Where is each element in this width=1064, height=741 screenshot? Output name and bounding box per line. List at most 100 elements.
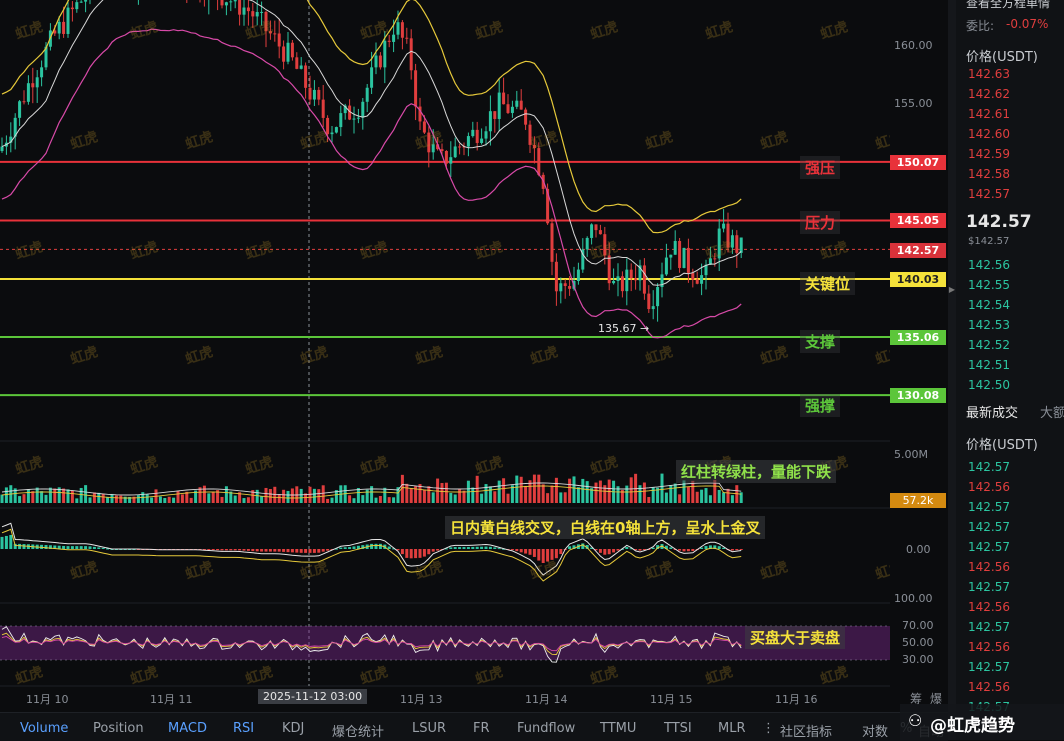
candle-body — [224, 2, 228, 6]
macd-bar — [462, 547, 466, 549]
macd-bar — [97, 547, 101, 549]
tab-mlr[interactable]: MLR — [718, 721, 746, 736]
tab-liquidation[interactable]: 爆仓统计 — [332, 725, 385, 740]
trade-price-row[interactable]: 142.57 — [968, 580, 1010, 594]
candle-body — [669, 254, 673, 258]
trade-price-row[interactable]: 142.56 — [968, 640, 1010, 654]
tab-macd[interactable]: MACD — [168, 721, 207, 736]
axis-corner-b[interactable]: 爆 — [930, 692, 943, 706]
bid-price-row[interactable]: 142.53 — [968, 318, 1010, 332]
macd-bar — [88, 546, 92, 549]
ask-price-row[interactable]: 142.59 — [968, 147, 1010, 161]
macd-bar — [295, 549, 299, 553]
trade-price-row[interactable]: 142.56 — [968, 680, 1010, 694]
bid-price-row[interactable]: 142.50 — [968, 378, 1010, 392]
trade-price-row[interactable]: 142.56 — [968, 560, 1010, 574]
trade-price-row[interactable]: 142.57 — [968, 460, 1010, 474]
tab-lsur[interactable]: LSUR — [412, 721, 447, 736]
volume-bar — [651, 487, 655, 503]
volume-bar — [180, 494, 184, 503]
tab-position[interactable]: Position — [93, 721, 144, 736]
bid-price-row[interactable]: 142.51 — [968, 358, 1010, 372]
volume-bar — [678, 494, 682, 503]
bid-price-row[interactable]: 142.52 — [968, 338, 1010, 352]
tab-rsi[interactable]: RSI — [233, 721, 255, 736]
volume-bar — [620, 490, 624, 503]
volume-bar — [581, 478, 585, 503]
tab-ttmu[interactable]: TTMU — [600, 721, 637, 736]
order-book-header[interactable]: 查看全方程单情 — [966, 0, 1051, 10]
tab-latest-trades[interactable]: 最新成交 — [966, 406, 1019, 421]
tab-large-trades[interactable]: 大额 — [1040, 406, 1064, 421]
macd-bar — [660, 544, 664, 549]
macd-bar — [290, 549, 294, 553]
tab-fr[interactable]: FR — [473, 721, 490, 736]
macd-bar — [444, 548, 448, 550]
ask-price-row[interactable]: 142.57 — [968, 187, 1010, 201]
candle-body — [339, 113, 343, 128]
more-indicators-icon[interactable]: ⋮ — [762, 721, 775, 736]
macd-bar — [220, 549, 224, 551]
candle-body — [717, 228, 721, 259]
bid-price-row[interactable]: 142.54 — [968, 298, 1010, 312]
trade-price-row[interactable]: 142.57 — [968, 660, 1010, 674]
volume-bar — [273, 486, 277, 503]
candle-body — [713, 258, 717, 260]
candle-body — [594, 224, 598, 231]
ask-price-row[interactable]: 142.63 — [968, 67, 1010, 81]
trades-price-header: 价格(USDT) — [966, 438, 1038, 453]
collapse-arrow-icon[interactable]: ▶ — [948, 285, 956, 294]
axis-corner-a[interactable]: 筹 — [910, 692, 923, 706]
ask-price-row[interactable]: 142.58 — [968, 167, 1010, 181]
candlestick-chart[interactable] — [0, 0, 890, 712]
volume-bar — [163, 498, 167, 503]
candle-body — [57, 21, 61, 34]
macd-bar — [13, 543, 17, 549]
macd-bar — [387, 546, 391, 549]
tab-kdj[interactable]: KDJ — [282, 721, 305, 736]
bid-price-row[interactable]: 142.56 — [968, 258, 1010, 272]
tab-ttsi[interactable]: TTSI — [664, 721, 692, 736]
chart-area[interactable]: 虹虎 虹虎 虹虎 虹虎 虹虎 虹虎 虹虎 虹虎 虹虎 虹虎 虹虎 虹虎 虹虎 虹虎 虹虎 虹虎 虹虎 虹虎 虹虎 虹虎… — [0, 0, 890, 712]
macd-bar — [550, 549, 554, 560]
tab-community-indicators[interactable]: 社区指标 — [780, 725, 833, 740]
bollinger-lower — [1, 28, 742, 339]
volume-bar — [18, 496, 22, 503]
strong-support-tag: 130.08 — [890, 388, 946, 403]
macd-bar — [286, 549, 290, 553]
trade-price-row[interactable]: 142.57 — [968, 620, 1010, 634]
tab-volume[interactable]: Volume — [20, 721, 69, 736]
macd-bar — [480, 546, 484, 549]
macd-bar — [497, 548, 501, 550]
tab-log-scale[interactable]: 对数 — [862, 725, 889, 740]
macd-bar — [493, 547, 497, 549]
candle-body — [66, 7, 70, 34]
price-axis[interactable]: 160.00 155.00 150.07 145.05 142.57 140.0… — [890, 0, 948, 712]
trade-price-row[interactable]: 142.56 — [968, 600, 1010, 614]
ratio-value: -0.07% — [1006, 17, 1049, 31]
panel-divider[interactable]: ▶ — [948, 0, 956, 740]
ask-price-row[interactable]: 142.60 — [968, 127, 1010, 141]
macd-bar — [664, 545, 668, 549]
candle-body — [334, 127, 338, 133]
bid-price-row[interactable]: 142.55 — [968, 278, 1010, 292]
volume-bar — [229, 491, 233, 503]
trade-price-row[interactable]: 142.57 — [968, 520, 1010, 534]
volume-bar — [396, 487, 400, 503]
ask-price-row[interactable]: 142.62 — [968, 87, 1010, 101]
ask-price-row[interactable]: 142.61 — [968, 107, 1010, 121]
tab-fundflow[interactable]: Fundflow — [517, 721, 576, 736]
volume-bar — [88, 497, 92, 503]
volume-bar — [220, 496, 224, 503]
macd-bar — [568, 546, 572, 549]
volume-bar — [616, 486, 620, 503]
macd-bar — [642, 549, 646, 550]
trade-price-row[interactable]: 142.57 — [968, 540, 1010, 554]
trade-price-row[interactable]: 142.57 — [968, 500, 1010, 514]
trade-price-row[interactable]: 142.56 — [968, 480, 1010, 494]
candle-body — [374, 55, 378, 68]
rsi-tick-70: 70.00 — [902, 619, 934, 632]
candle-body — [422, 121, 426, 133]
macd-bar — [682, 549, 686, 552]
candle-body — [330, 132, 334, 135]
